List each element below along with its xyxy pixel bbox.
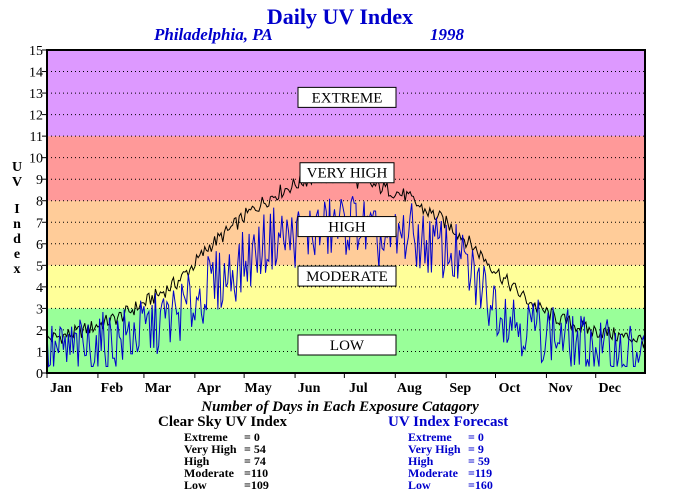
count-label: High — [408, 454, 434, 468]
forecast-count-row: Moderate =119 — [408, 467, 508, 479]
y-tick-label: 10 — [29, 152, 43, 167]
clear-sky-count-row: High = 74 — [184, 455, 284, 467]
x-tick-label: Jul — [349, 381, 368, 396]
y-tick-label: 8 — [36, 195, 43, 210]
y-tick-label: 7 — [36, 216, 43, 231]
clear-sky-count-row: Low =109 — [184, 479, 284, 491]
y-tick-label: 0 — [36, 367, 43, 382]
count-value: = 59 — [468, 454, 490, 468]
count-value: = 0 — [468, 430, 484, 444]
x-tick-label: Nov — [548, 381, 572, 396]
clear-sky-count-row: Moderate =110 — [184, 467, 284, 479]
plot-frame — [46, 49, 646, 374]
band-label: MODERATE — [306, 269, 388, 285]
count-label: Low — [408, 478, 431, 492]
x-tick-label: Sep — [449, 381, 471, 396]
y-tick-label: 4 — [36, 281, 43, 296]
count-label: Very High — [184, 442, 237, 456]
count-label: Very High — [408, 442, 461, 456]
forecast-counts-table: Extreme = 0 Very High = 9 High = 59 Moderat… — [408, 431, 508, 491]
chart-title: Daily UV Index — [266, 4, 414, 29]
clear-sky-count-row: Extreme = 0 — [184, 431, 284, 443]
x-tick-label: Jan — [50, 381, 72, 396]
x-tick-label: Feb — [101, 381, 124, 396]
count-value: =160 — [468, 478, 493, 492]
y-tick-label: 11 — [30, 130, 43, 145]
y-tick-label: 1 — [36, 345, 43, 360]
band-label: EXTREME — [312, 90, 383, 106]
count-value: =109 — [244, 478, 269, 492]
x-tick-label: Apr — [197, 381, 221, 396]
band-label-box — [299, 162, 395, 184]
forecast-counts-title: UV Index Forecast — [388, 414, 509, 430]
band-label-box — [297, 334, 397, 356]
count-label: Extreme — [184, 430, 228, 444]
count-label: Low — [184, 478, 207, 492]
count-label: Moderate — [184, 466, 234, 480]
clear-sky-count-row: Very High = 54 — [184, 443, 284, 455]
forecast-count-row: Low =160 — [408, 479, 508, 491]
x-tick-label: May — [245, 381, 272, 396]
band-label-box — [297, 265, 397, 287]
y-tick-label: 15 — [29, 44, 43, 59]
forecast-count-row: High = 59 — [408, 455, 508, 467]
count-label: Moderate — [408, 466, 458, 480]
y-tick-label: 12 — [29, 109, 43, 124]
count-label: High — [184, 454, 210, 468]
x-tick-label: Mar — [145, 381, 171, 396]
count-value: = 54 — [244, 442, 266, 456]
y-tick-label: 14 — [29, 66, 43, 81]
counts-caption: Number of Days in Each Exposure Catagory — [201, 399, 479, 415]
forecast-count-row: Extreme = 0 — [408, 431, 508, 443]
clear-sky-counts-table: Extreme = 0 Very High = 54 High = 74 Modera… — [184, 431, 284, 491]
clear-sky-counts-title: Clear Sky UV Index — [158, 414, 288, 430]
band-label-box — [297, 216, 397, 238]
y-tick-label: 2 — [36, 324, 43, 339]
y-tick-label: 13 — [29, 87, 43, 102]
chart-subtitle-location: Philadelphia, PA — [154, 25, 273, 44]
x-tick-label: Aug — [397, 381, 422, 396]
count-value: = 74 — [244, 454, 266, 468]
count-label: Extreme — [408, 430, 452, 444]
y-tick-label: 6 — [36, 238, 43, 253]
chart-subtitle-year: 1998 — [430, 25, 464, 44]
count-value: =110 — [244, 466, 269, 480]
count-value: = 9 — [468, 442, 484, 456]
band-label: VERY HIGH — [307, 166, 388, 182]
band-label: HIGH — [328, 220, 366, 236]
count-value: =119 — [468, 466, 493, 480]
series-line-forecast — [46, 196, 646, 368]
band-label-box — [297, 86, 397, 108]
y-tick-label: 3 — [36, 302, 43, 317]
count-value: = 0 — [244, 430, 260, 444]
x-tick-label: Jun — [298, 381, 321, 396]
band-label: LOW — [330, 338, 365, 354]
y-tick-label: 9 — [36, 173, 43, 188]
forecast-count-row: Very High = 9 — [408, 443, 508, 455]
x-tick-label: Oct — [499, 381, 521, 396]
y-tick-label: 5 — [36, 259, 43, 274]
x-tick-label: Dec — [598, 381, 621, 396]
